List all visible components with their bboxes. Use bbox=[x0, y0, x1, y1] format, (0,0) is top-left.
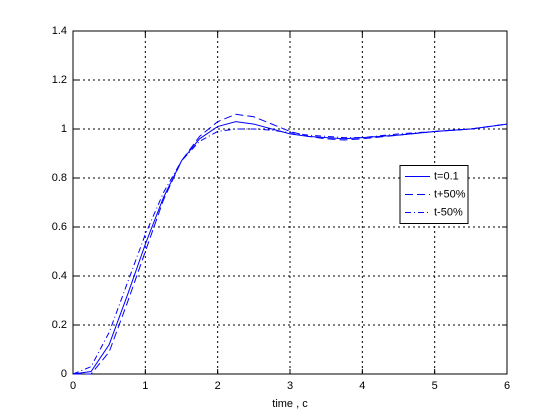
x-tick-label: 6 bbox=[504, 380, 510, 392]
x-tick-label: 1 bbox=[142, 380, 148, 392]
legend-label: t+50% bbox=[434, 188, 466, 200]
series-line bbox=[72, 121, 508, 375]
y-tick-label: 0.8 bbox=[52, 172, 67, 184]
y-tick-label: 0.6 bbox=[52, 221, 67, 233]
y-tick-label: 0.2 bbox=[52, 319, 67, 331]
legend-label: t=0.1 bbox=[434, 170, 459, 182]
series-line bbox=[72, 123, 508, 375]
y-tick-label: 0.4 bbox=[52, 270, 67, 282]
x-tick-label: 2 bbox=[215, 380, 221, 392]
legend: t=0.1 t+50% t-50% bbox=[399, 165, 469, 224]
y-tick-label: 1.2 bbox=[52, 74, 67, 86]
y-tick-label: 1.4 bbox=[52, 25, 67, 37]
x-tick-label: 5 bbox=[432, 380, 438, 392]
y-tick-label: 0 bbox=[61, 368, 67, 380]
legend-label: t-50% bbox=[434, 206, 463, 218]
x-axis-label: time , c bbox=[272, 398, 308, 410]
x-tick-label: 3 bbox=[287, 380, 293, 392]
y-tick-label: 1 bbox=[61, 123, 67, 135]
x-tick-label: 4 bbox=[359, 380, 365, 392]
x-tick-label: 0 bbox=[70, 380, 76, 392]
series-line bbox=[73, 113, 508, 375]
